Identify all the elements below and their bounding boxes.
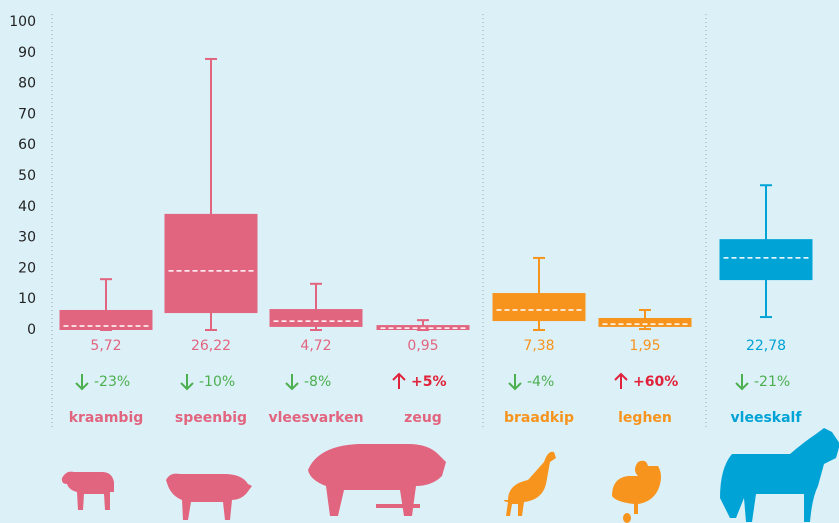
change-label: -21%	[754, 374, 790, 390]
change-label: +60%	[633, 374, 678, 390]
category-label: leghen	[618, 410, 672, 426]
y-tick-label: 50	[18, 168, 36, 184]
value-label: 22,78	[746, 338, 786, 354]
y-tick-label: 60	[18, 137, 36, 153]
box	[720, 239, 813, 280]
value-label: 1,95	[629, 338, 660, 354]
background	[0, 0, 839, 523]
category-label: kraambig	[69, 410, 144, 426]
page: 0 10 20 30 40 50 60 70 80 90 100 5,72 -23% kraambig 26…	[0, 0, 839, 523]
y-tick-label: 0	[27, 322, 36, 338]
chart: 0 10 20 30 40 50 60 70 80 90 100 5,72 -23% kraambig 26…	[0, 0, 839, 523]
change-label: -23%	[94, 374, 130, 390]
category-label: vleeskalf	[731, 410, 803, 426]
y-tick-label: 70	[18, 106, 36, 122]
y-tick-label: 40	[18, 199, 36, 215]
change-label: -10%	[199, 374, 235, 390]
change-label: -8%	[304, 374, 331, 390]
category-label: vleesvarken	[268, 410, 363, 426]
box	[270, 309, 363, 327]
y-tick-label: 30	[18, 230, 36, 246]
change-label: -4%	[527, 374, 554, 390]
egg-icon	[623, 513, 631, 523]
change-label: +5%	[411, 374, 447, 390]
y-tick-label: 90	[18, 45, 36, 61]
y-tick-label: 100	[9, 14, 36, 30]
value-label: 0,95	[407, 338, 438, 354]
value-label: 4,72	[300, 338, 331, 354]
category-label: speenbig	[175, 410, 247, 426]
y-tick-label: 80	[18, 76, 36, 92]
y-tick-label: 20	[18, 260, 36, 276]
box	[493, 293, 586, 321]
box	[165, 214, 258, 313]
value-label: 26,22	[191, 338, 231, 354]
y-tick-label: 10	[18, 291, 36, 307]
value-label: 5,72	[90, 338, 121, 354]
box	[599, 318, 692, 327]
category-label: braadkip	[504, 410, 574, 426]
box	[60, 310, 153, 330]
value-label: 7,38	[523, 338, 554, 354]
sow-icon	[376, 504, 420, 508]
category-label: zeug	[404, 410, 442, 426]
